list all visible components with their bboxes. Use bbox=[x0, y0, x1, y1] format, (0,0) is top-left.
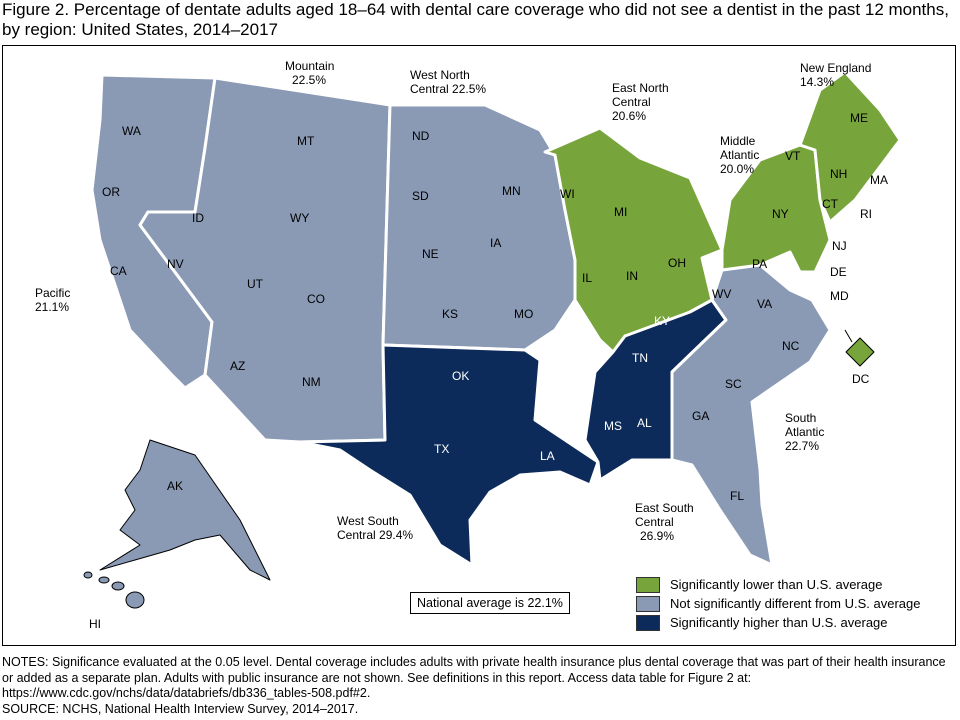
notes-text: NOTES: Significance evaluated at the 0.0… bbox=[2, 655, 946, 700]
map-frame bbox=[2, 45, 956, 646]
state-label-nc: NC bbox=[782, 339, 800, 353]
state-label-ca: CA bbox=[110, 264, 127, 278]
region-new-england bbox=[798, 70, 902, 224]
value-wnc: Central 22.5% bbox=[410, 82, 486, 96]
state-label-ms: MS bbox=[604, 419, 622, 433]
label-enc: East North bbox=[612, 81, 669, 95]
label-mid-atlantic-2: Atlantic bbox=[720, 148, 759, 162]
value-pacific: 21.1% bbox=[35, 300, 69, 314]
state-label-ak: AK bbox=[167, 479, 183, 493]
state-label-ne: NE bbox=[422, 247, 439, 261]
state-label-mn: MN bbox=[502, 184, 521, 198]
legend-label: Significantly lower than U.S. average bbox=[670, 577, 883, 592]
state-label-ia: IA bbox=[490, 236, 501, 250]
state-label-tx: TX bbox=[434, 442, 449, 456]
state-label-ri: RI bbox=[860, 207, 872, 221]
legend-item-lower: Significantly lower than U.S. average bbox=[636, 575, 921, 594]
legend-item-higher: Significantly higher than U.S. average bbox=[636, 613, 921, 632]
state-label-il: IL bbox=[582, 271, 592, 285]
state-label-tn: TN bbox=[632, 351, 648, 365]
national-average-box: National average is 22.1% bbox=[410, 592, 570, 614]
label-new-england: New England bbox=[800, 61, 871, 75]
label-wsc: West South bbox=[337, 514, 399, 528]
state-label-vt: VT bbox=[785, 149, 801, 163]
state-label-ks: KS bbox=[442, 307, 458, 321]
state-label-or: OR bbox=[102, 185, 120, 199]
state-label-ar: AR bbox=[540, 379, 557, 393]
region-south-atlantic bbox=[670, 263, 832, 567]
label-esc: East South bbox=[635, 501, 694, 515]
state-label-id: ID bbox=[192, 211, 204, 225]
hawaii bbox=[83, 571, 145, 609]
state-label-fl: FL bbox=[730, 489, 744, 503]
state-label-al: AL bbox=[637, 416, 652, 430]
state-label-nj: NJ bbox=[832, 239, 847, 253]
legend-swatch bbox=[636, 595, 660, 612]
value-mountain: 22.5% bbox=[292, 73, 326, 87]
state-label-la: LA bbox=[540, 449, 555, 463]
state-label-ky: KY bbox=[654, 314, 670, 328]
region-west-south-central bbox=[298, 343, 600, 567]
state-label-mo: MO bbox=[514, 307, 533, 321]
value-enc: 20.6% bbox=[612, 109, 646, 123]
state-label-wi: WI bbox=[560, 187, 575, 201]
state-label-nm: NM bbox=[302, 375, 321, 389]
value-mid-atlantic: 20.0% bbox=[720, 162, 754, 176]
source-text: SOURCE: NCHS, National Health Interview … bbox=[2, 701, 359, 716]
state-label-ok: OK bbox=[452, 369, 469, 383]
legend-item-not-different: Not significantly different from U.S. av… bbox=[636, 594, 921, 613]
legend-swatch bbox=[636, 576, 660, 593]
label-south-atlantic: South bbox=[785, 411, 816, 425]
label-enc-2: Central bbox=[612, 95, 651, 109]
value-wsc: Central 29.4% bbox=[337, 528, 413, 542]
alaska bbox=[99, 439, 271, 581]
value-south-atlantic: 22.7% bbox=[785, 439, 819, 453]
notes: NOTES: Significance evaluated at the 0.0… bbox=[2, 655, 957, 717]
value-new-england: 14.3% bbox=[800, 75, 834, 89]
state-label-me: ME bbox=[850, 111, 868, 125]
legend: Significantly lower than U.S. average No… bbox=[636, 575, 921, 632]
state-label-nd: ND bbox=[412, 129, 430, 143]
state-label-in: IN bbox=[626, 269, 638, 283]
region-middle-atlantic bbox=[720, 143, 832, 274]
state-label-oh: OH bbox=[668, 256, 686, 270]
dc-leader-line bbox=[844, 329, 853, 343]
region-dc bbox=[845, 337, 875, 367]
label-south-atlantic-2: Atlantic bbox=[785, 425, 824, 439]
state-label-pa: PA bbox=[752, 257, 767, 271]
state-label-mi: MI bbox=[614, 205, 627, 219]
state-label-co: CO bbox=[307, 292, 325, 306]
state-label-wa: WA bbox=[122, 124, 141, 138]
state-label-nh: NH bbox=[830, 167, 847, 181]
state-label-ga: GA bbox=[692, 409, 709, 423]
state-label-az: AZ bbox=[230, 359, 245, 373]
legend-label: Not significantly different from U.S. av… bbox=[670, 596, 921, 611]
label-mountain: Mountain bbox=[285, 59, 334, 73]
state-label-dc: DC bbox=[852, 372, 870, 386]
state-label-hi: HI bbox=[89, 617, 101, 631]
state-label-ny: NY bbox=[772, 207, 789, 221]
state-label-ut: UT bbox=[247, 277, 264, 291]
state-label-va: VA bbox=[757, 297, 772, 311]
state-label-mt: MT bbox=[297, 134, 315, 148]
state-label-de: DE bbox=[830, 265, 847, 279]
label-mid-atlantic: Middle bbox=[720, 134, 756, 148]
state-label-ma: MA bbox=[870, 173, 888, 187]
label-wnc: West North bbox=[410, 68, 470, 82]
state-label-sd: SD bbox=[412, 189, 429, 203]
state-label-sc: SC bbox=[725, 377, 742, 391]
label-pacific: Pacific bbox=[35, 286, 70, 300]
state-label-ct: CT bbox=[822, 197, 839, 211]
figure-title: Figure 2. Percentage of dentate adults a… bbox=[2, 0, 949, 39]
state-label-wv: WV bbox=[712, 287, 731, 301]
legend-swatch bbox=[636, 614, 660, 631]
state-label-md: MD bbox=[830, 289, 849, 303]
label-esc-2: Central bbox=[635, 515, 674, 529]
state-label-nv: NV bbox=[167, 257, 184, 271]
state-label-wy: WY bbox=[290, 211, 309, 225]
value-esc: 26.9% bbox=[640, 529, 674, 543]
legend-label: Significantly higher than U.S. average bbox=[670, 615, 888, 630]
